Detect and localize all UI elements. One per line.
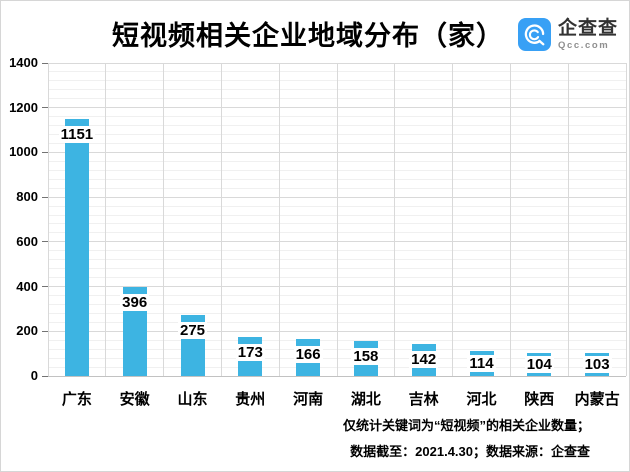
- bar-value: 166: [293, 345, 323, 363]
- x-axis-label: 陕西: [524, 391, 555, 408]
- bar-value-label: 158: [334, 347, 398, 365]
- qcc-logo-icon: [518, 18, 551, 51]
- y-axis-label: 600: [16, 233, 38, 249]
- column-gridline: [625, 63, 627, 376]
- bar-value-label: 103: [565, 355, 629, 373]
- y-axis-tick: [42, 196, 48, 198]
- y-axis-tick: [42, 375, 48, 377]
- bar-value: 104: [524, 355, 554, 373]
- bar-value-label: 275: [161, 321, 225, 339]
- footnotes: 仅统计关键词为“短视频”的相关企业数量； 数据截至：2021.4.30；数据来源…: [343, 413, 590, 465]
- column-gridline: [47, 63, 49, 376]
- x-axis-line: [48, 376, 626, 377]
- bar-value-label: 142: [392, 351, 456, 369]
- bar: [64, 118, 89, 376]
- bar-value: 1151: [58, 125, 96, 143]
- x-axis-label: 河北: [466, 391, 497, 408]
- qcc-logo: 企查查 Qcc.com: [518, 18, 618, 51]
- y-axis-label: 1400: [9, 55, 38, 70]
- y-axis-label: 200: [16, 323, 38, 339]
- qcc-logo-text: 企查查 Qcc.com: [558, 19, 618, 51]
- bar-value: 158: [351, 347, 381, 365]
- column-gridline: [336, 63, 338, 376]
- column-gridline: [220, 63, 222, 376]
- bar-value: 142: [409, 351, 439, 369]
- bar-value: 103: [582, 355, 612, 373]
- x-axis-label: 安徽: [119, 391, 150, 408]
- y-axis-tick: [42, 241, 48, 243]
- y-axis-label: 400: [16, 278, 38, 294]
- bar-value: 114: [467, 354, 496, 372]
- footnote-source: 数据截至：2021.4.30；数据来源：企查查: [350, 444, 590, 459]
- qcc-logo-domain: Qcc.com: [558, 39, 610, 51]
- y-axis-label: 0: [30, 368, 38, 383]
- y-axis-tick: [42, 286, 48, 288]
- column-gridline: [509, 63, 511, 376]
- x-axis-label: 内蒙古: [574, 391, 620, 408]
- x-axis-label: 山东: [177, 391, 208, 408]
- bar-value-label: 173: [218, 344, 282, 362]
- x-axis-label: 广东: [61, 391, 92, 408]
- bar-value: 396: [120, 294, 150, 312]
- x-axis-label: 湖北: [350, 391, 381, 408]
- y-axis-label: 1200: [9, 99, 38, 115]
- footnote-scope: 仅统计关键词为“短视频”的相关企业数量；: [342, 418, 590, 433]
- column-gridline: [163, 63, 165, 376]
- y-axis-tick: [42, 62, 48, 64]
- bar-value: 275: [177, 321, 208, 339]
- qcc-logo-name: 企查查: [558, 17, 619, 39]
- bar-value-label: 104: [507, 355, 571, 373]
- bar-value-label: 114: [450, 354, 514, 372]
- column-gridline: [567, 63, 569, 376]
- bar-value: 173: [235, 344, 265, 362]
- column-gridline: [278, 63, 280, 376]
- x-axis-label: 贵州: [235, 391, 266, 408]
- y-axis-label: 1000: [9, 144, 38, 160]
- y-axis-tick: [42, 151, 48, 153]
- bar-value-label: 166: [276, 345, 340, 363]
- y-axis-tick: [42, 330, 48, 332]
- chart-title: 短视频相关企业地域分布（家）: [112, 21, 504, 51]
- y-axis-label: 800: [16, 189, 38, 205]
- y-axis-tick: [42, 107, 48, 109]
- column-gridline: [394, 63, 396, 376]
- column-gridline: [452, 63, 454, 376]
- column-gridline: [105, 63, 107, 376]
- x-axis-label: 河南: [293, 391, 324, 408]
- x-axis-label: 吉林: [408, 391, 439, 408]
- bar-value-label: 396: [103, 294, 167, 312]
- bar-value-label: 1151: [45, 125, 109, 143]
